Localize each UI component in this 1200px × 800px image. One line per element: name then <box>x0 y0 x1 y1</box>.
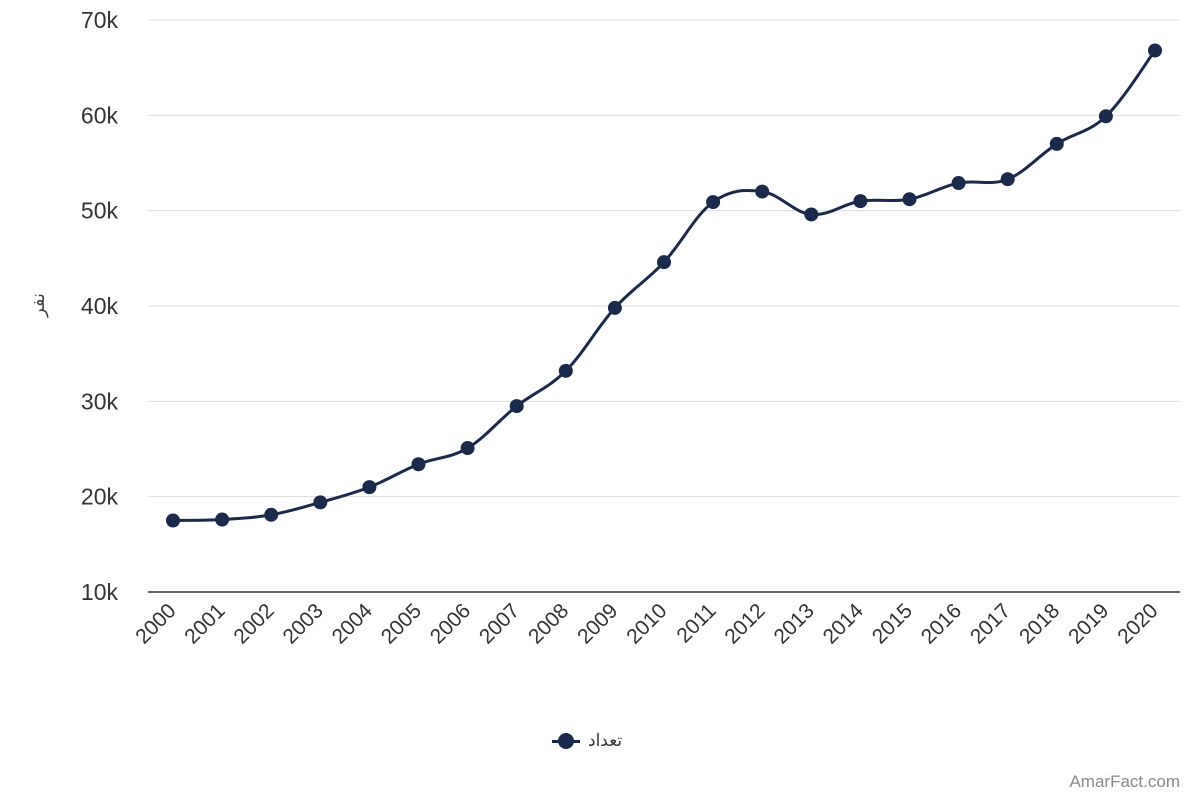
x-tick-label: 2017 <box>966 599 1015 648</box>
data-point[interactable] <box>853 194 868 209</box>
y-axis-label: نفر <box>28 293 49 318</box>
x-tick-label: 2009 <box>573 599 622 648</box>
x-tick-label: 2002 <box>229 599 278 648</box>
x-tick-label: 2008 <box>524 599 573 648</box>
y-tick-label: 10k <box>81 579 119 605</box>
x-tick-label: 2011 <box>672 599 720 647</box>
data-point[interactable] <box>558 363 573 378</box>
y-tick-label: 50k <box>81 198 119 224</box>
x-tick-label: 2019 <box>1064 599 1113 648</box>
y-axis-tick-labels: 10k 20k 30k 40k 50k 60k 70k <box>81 7 119 605</box>
data-point[interactable] <box>951 176 966 191</box>
series-points <box>166 43 1162 528</box>
data-point[interactable] <box>902 192 917 207</box>
x-tick-label: 2014 <box>819 599 869 649</box>
x-tick-label: 2010 <box>622 599 671 648</box>
x-tick-label: 2016 <box>917 599 966 648</box>
y-tick-label: 60k <box>81 102 119 128</box>
data-point[interactable] <box>166 513 180 528</box>
x-tick-label: 2013 <box>770 599 819 648</box>
data-point[interactable] <box>706 195 721 210</box>
x-tick-label: 2007 <box>475 599 524 648</box>
data-point[interactable] <box>509 399 524 414</box>
x-tick-label: 2020 <box>1113 599 1162 648</box>
data-point[interactable] <box>755 184 770 199</box>
legend-label: تعداد <box>588 731 623 751</box>
source-credit: AmarFact.com <box>1069 772 1180 791</box>
data-point[interactable] <box>1049 136 1064 151</box>
data-point[interactable] <box>1148 43 1162 58</box>
data-point[interactable] <box>264 507 279 522</box>
x-tick-label: 2012 <box>720 599 769 648</box>
x-axis-tick-labels: 2000 2001 2002 2003 2004 2005 2006 2007 2008 2009… <box>131 599 1162 649</box>
data-point[interactable] <box>1000 172 1015 187</box>
data-point[interactable] <box>657 255 671 270</box>
legend[interactable]: تعداد <box>552 727 622 755</box>
x-tick-label: 2000 <box>131 599 180 648</box>
y-tick-label: 70k <box>81 7 119 33</box>
series-line <box>172 49 1157 522</box>
data-point[interactable] <box>804 207 819 222</box>
x-tick-label: 2001 <box>180 599 229 648</box>
data-point[interactable] <box>460 441 475 456</box>
y-tick-label: 20k <box>81 484 119 510</box>
y-tick-label: 30k <box>81 388 119 414</box>
x-tick-label: 2015 <box>868 599 917 648</box>
data-point[interactable] <box>362 480 377 495</box>
data-point[interactable] <box>411 457 426 472</box>
x-tick-label: 2003 <box>279 599 328 648</box>
data-point[interactable] <box>215 512 230 527</box>
data-point[interactable] <box>607 300 622 315</box>
y-tick-label: 40k <box>81 293 119 319</box>
data-point[interactable] <box>313 495 328 510</box>
x-tick-label: 2005 <box>377 599 426 648</box>
x-tick-label: 2006 <box>426 599 475 648</box>
legend-marker-icon <box>552 727 580 755</box>
x-tick-label: 2004 <box>328 599 378 649</box>
data-point[interactable] <box>1098 109 1113 124</box>
grid-lines <box>148 19 1180 498</box>
x-tick-label: 2018 <box>1015 599 1064 648</box>
